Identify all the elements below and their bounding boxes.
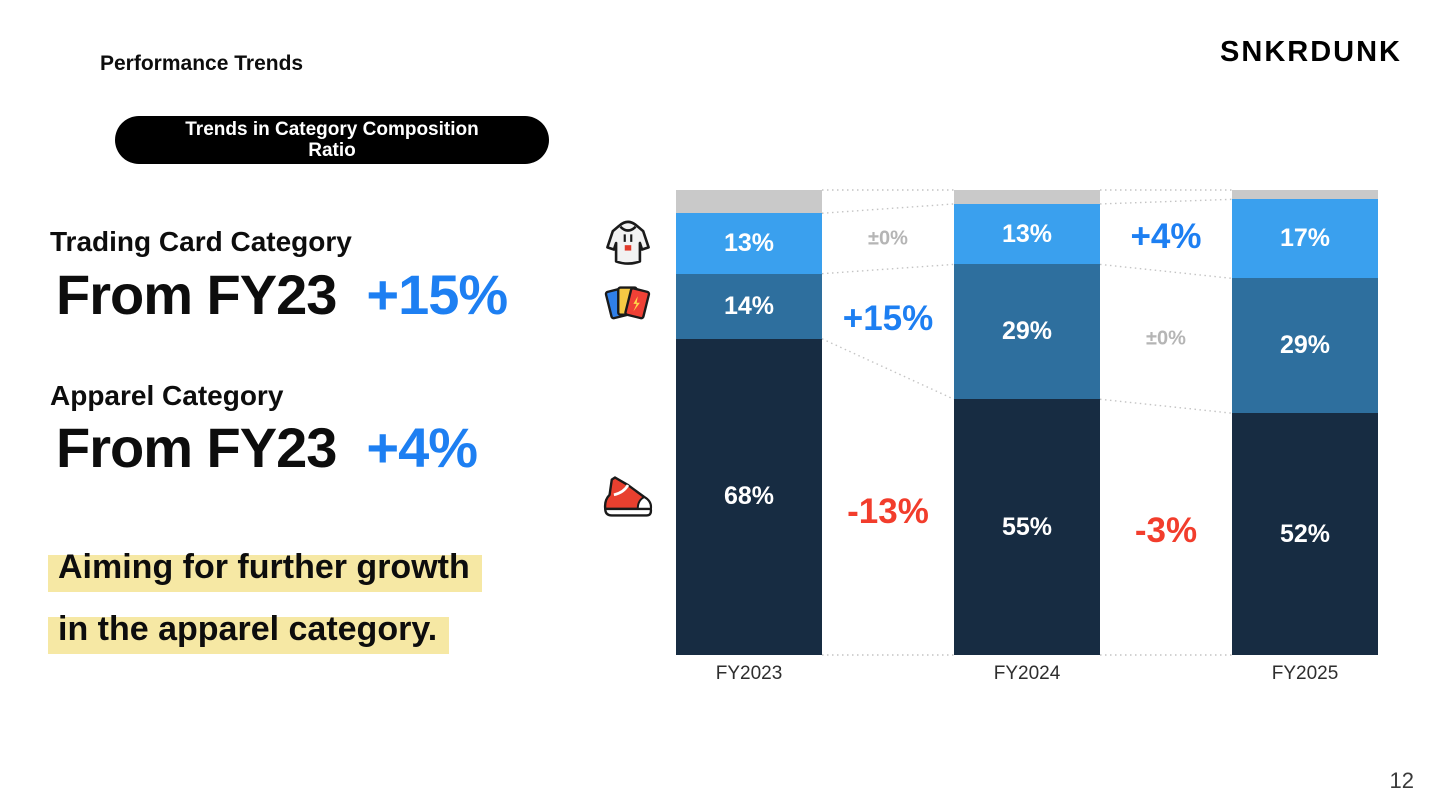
segment-trading-cards: 14%	[676, 273, 822, 339]
change-label-sneakers: -3%	[1134, 510, 1198, 550]
sneaker-icon	[602, 471, 654, 523]
bar-FY2023: 13% 14% 68%	[676, 190, 822, 655]
change-label-apparel: ±0%	[868, 227, 908, 250]
section-badge: Trends in Category Composition Ratio	[115, 116, 549, 164]
segment-other	[1232, 190, 1378, 200]
snkrdunk-logo: SNKRDUNK	[1220, 36, 1402, 68]
stacked-bar-chart: 13% 14% 68% FY2023 13% 29% 55% FY2024 17% 29% 52% F…	[603, 189, 1378, 684]
segment-apparel: 17%	[1232, 199, 1378, 279]
segment-value-label: 29%	[1001, 317, 1053, 346]
connector-lines	[821, 189, 1233, 656]
segment-other	[676, 190, 822, 214]
from-fy23-text: From FY23	[56, 263, 337, 326]
segment-apparel: 13%	[954, 203, 1100, 265]
trading-card-change-line: From FY23 +15%	[56, 262, 508, 327]
x-axis-label: FY2023	[715, 663, 783, 684]
from-fy23-text: From FY23	[56, 416, 337, 479]
segment-value-label: 68%	[723, 482, 775, 511]
segment-value-label: 52%	[1279, 519, 1331, 548]
segment-apparel: 13%	[676, 213, 822, 274]
segment-value-label: 13%	[723, 228, 775, 257]
segment-value-label: 17%	[1279, 224, 1331, 253]
bar-FY2025: 17% 29% 52%	[1232, 190, 1378, 655]
change-label-trading-cards: +15%	[842, 299, 934, 339]
bar-FY2024: 13% 29% 55%	[954, 190, 1100, 655]
apparel-category-label: Apparel Category	[50, 380, 284, 411]
segment-other	[954, 190, 1100, 204]
page-title: Performance Trends	[100, 52, 304, 75]
x-axis-label: FY2024	[993, 663, 1061, 684]
x-axis-label: FY2025	[1271, 663, 1339, 684]
segment-value-label: 14%	[723, 291, 775, 320]
change-label-sneakers: -13%	[847, 492, 929, 531]
change-label-apparel: +4%	[1130, 216, 1202, 256]
hoodie-icon	[602, 217, 654, 269]
segment-value-label: 13%	[1001, 219, 1053, 248]
trading-cards-icon	[602, 280, 654, 332]
change-label-trading-cards: ±0%	[1146, 327, 1186, 350]
highlight-line-1: Aiming for further growth	[48, 546, 482, 592]
highlight-text-1: Aiming for further growth	[48, 546, 482, 592]
segment-value-label: 29%	[1279, 331, 1331, 360]
segment-sneakers: 55%	[954, 399, 1100, 655]
segment-value-label: 55%	[1001, 512, 1053, 541]
trading-card-category-label: Trading Card Category	[50, 226, 352, 257]
badge-line-2: Ratio	[308, 140, 356, 161]
segment-trading-cards: 29%	[954, 264, 1100, 400]
segment-sneakers: 68%	[676, 338, 822, 655]
page-number: 12	[1389, 768, 1414, 793]
apparel-change-value: +4%	[366, 416, 478, 479]
badge-line-1: Trends in Category Composition	[185, 118, 479, 140]
highlight-text-2: in the apparel category.	[48, 608, 450, 654]
trading-card-change-value: +15%	[366, 263, 508, 326]
highlight-line-2: in the apparel category.	[48, 608, 450, 654]
segment-trading-cards: 29%	[1232, 278, 1378, 414]
apparel-change-line: From FY23 +4%	[56, 415, 478, 480]
segment-sneakers: 52%	[1232, 413, 1378, 655]
